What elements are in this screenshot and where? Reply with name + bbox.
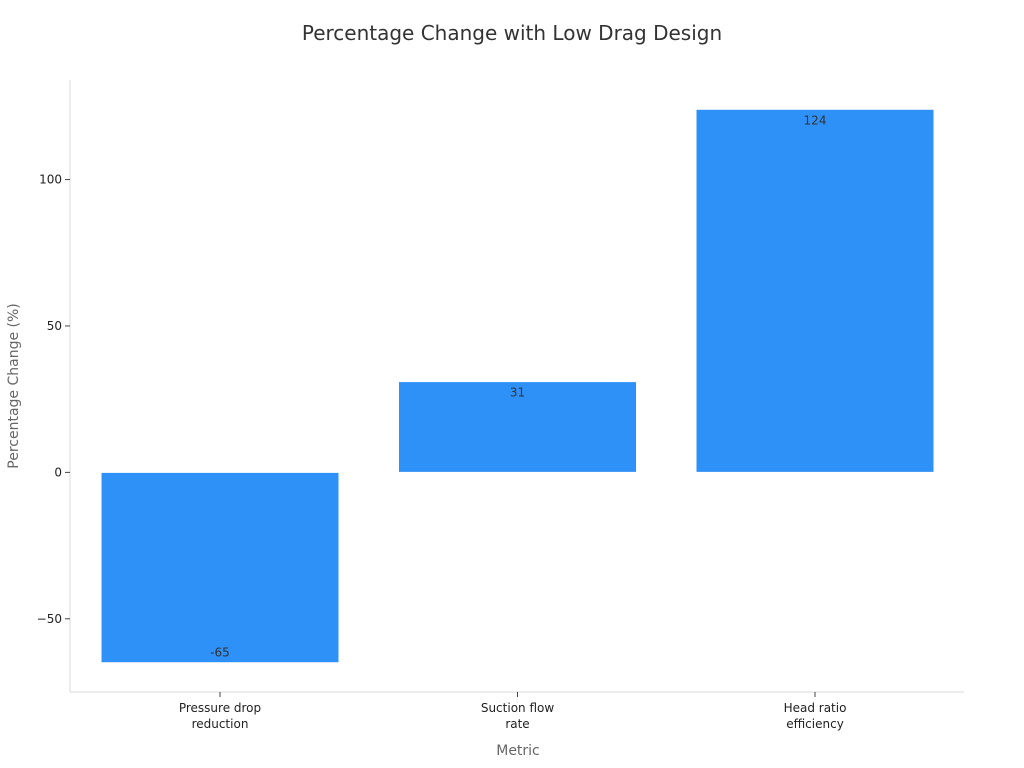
x-tick-label: efficiency [786, 717, 844, 731]
chart-title: Percentage Change with Low Drag Design [302, 21, 722, 45]
bar [695, 108, 935, 473]
x-tick-label: reduction [192, 717, 249, 731]
bar-value-label: 31 [510, 386, 525, 400]
y-tick-label: −50 [37, 612, 62, 626]
bar-value-label: 124 [804, 113, 827, 127]
bar [100, 471, 340, 664]
x-axis-label: Metric [496, 743, 540, 759]
x-tick-label: Pressure drop [179, 701, 261, 715]
y-axis-label: Percentage Change (%) [6, 303, 22, 468]
y-tick-label: 100 [39, 173, 62, 187]
bars-group: -65 31 124 [100, 108, 935, 664]
bar [398, 381, 637, 473]
bar-value-label: -65 [210, 646, 230, 660]
x-tick-label: Head ratio [784, 701, 847, 715]
y-tick-label: 0 [54, 465, 62, 479]
y-ticks-group: −50 0 50 100 [37, 173, 70, 626]
x-ticks-group: Pressure drop reduction Suction flow rate He… [179, 692, 847, 731]
x-tick-label: rate [505, 717, 529, 731]
x-tick-label: Suction flow [481, 701, 555, 715]
y-tick-label: 50 [47, 319, 62, 333]
